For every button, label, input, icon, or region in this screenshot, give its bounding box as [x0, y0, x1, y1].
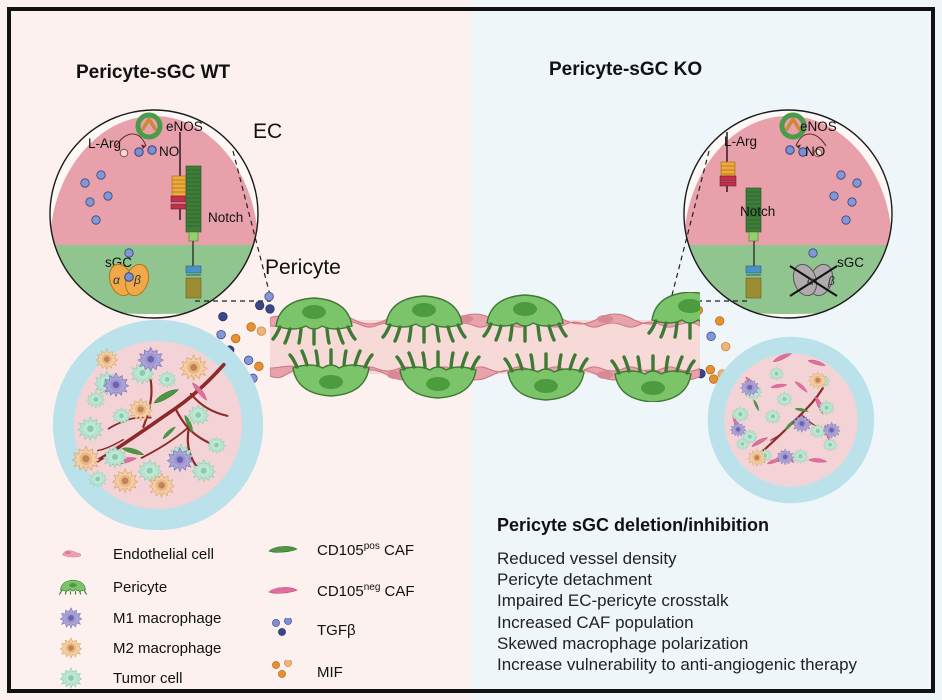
svg-text:L-Arg: L-Arg	[724, 134, 757, 149]
svg-text:β: β	[827, 274, 835, 288]
svg-text:L-Arg: L-Arg	[88, 136, 121, 151]
svg-text:Notch: Notch	[208, 210, 243, 225]
svg-text:α: α	[807, 274, 815, 288]
svg-text:eNOS: eNOS	[166, 119, 203, 134]
svg-text:NO: NO	[805, 144, 825, 159]
svg-text:sGC: sGC	[837, 255, 864, 270]
svg-text:eNOS: eNOS	[800, 119, 837, 134]
svg-text:β: β	[133, 273, 141, 287]
svg-text:Notch: Notch	[740, 204, 775, 219]
svg-text:NO: NO	[159, 144, 179, 159]
svg-text:α: α	[113, 273, 121, 287]
